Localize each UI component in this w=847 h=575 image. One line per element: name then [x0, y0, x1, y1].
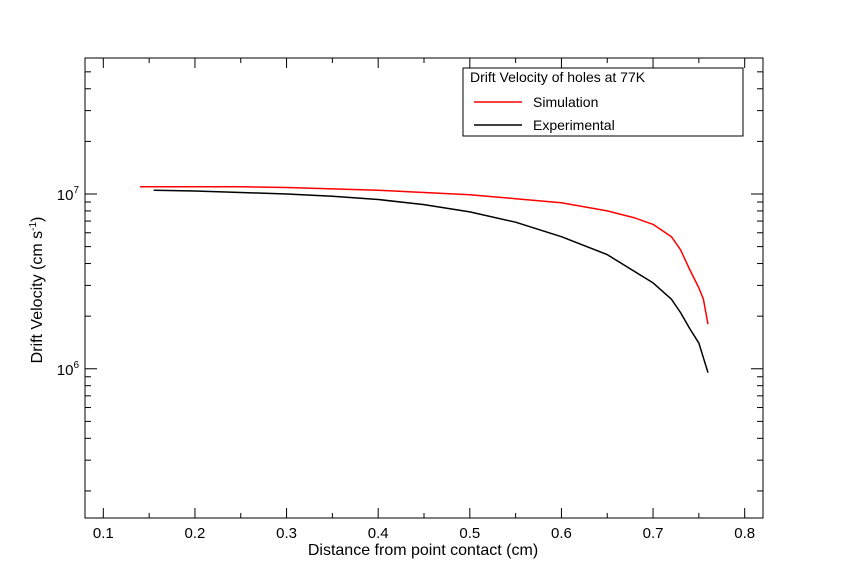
- x-tick-label: 0.6: [551, 525, 572, 542]
- series-layer: [140, 186, 709, 373]
- y-axis-label-close: ): [29, 217, 46, 222]
- y-axis-label: Drift Velocity (cm s-1): [28, 217, 46, 364]
- legend-label-experimental: Experimental: [533, 117, 615, 133]
- x-tick-label: 0.1: [93, 525, 114, 542]
- legend: Drift Velocity of holes at 77K Simulatio…: [462, 67, 744, 137]
- x-axis-label: Distance from point contact (cm): [308, 542, 538, 559]
- y-tick-label-exponent: 7: [73, 185, 79, 196]
- series-line-simulation: [140, 186, 709, 325]
- x-tick-label: 0.2: [185, 525, 206, 542]
- series-line-experimental: [153, 189, 709, 373]
- y-tick-label: 106: [57, 360, 80, 379]
- y-tick-label-exponent: 6: [73, 360, 79, 371]
- y-tick-label: 107: [57, 185, 80, 204]
- legend-label-simulation: Simulation: [533, 94, 598, 110]
- legend-title: Drift Velocity of holes at 77K: [470, 69, 646, 85]
- y-axis-label-superscript: -1: [28, 222, 39, 231]
- x-tick-label: 0.5: [459, 525, 480, 542]
- x-tick-label: 0.8: [734, 525, 755, 542]
- x-tick-label: 0.7: [643, 525, 664, 542]
- x-tick-label: 0.4: [368, 525, 389, 542]
- y-tick-label-base: 10: [57, 362, 74, 379]
- y-tick-label-base: 10: [57, 187, 74, 204]
- y-axis-label-main: Drift Velocity (cm s: [29, 231, 46, 363]
- x-tick-label: 0.3: [276, 525, 297, 542]
- x-axis: 0.1 0.2 0.3 0.4 0.5 0.6 0.7 0.8: [93, 58, 755, 542]
